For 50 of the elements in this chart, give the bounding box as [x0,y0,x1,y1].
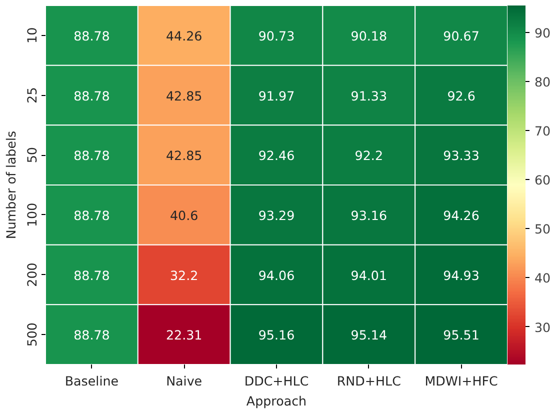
data-label: 95.51 [443,328,480,343]
data-label: 92.6 [447,88,476,104]
data-label: 94.93 [443,268,480,283]
y-tick-label: 50 [24,147,40,164]
color-bar-label: 80 [534,74,551,90]
data-label: 92.2 [354,148,383,164]
data-label: 91.97 [258,88,295,104]
data-label: 94.01 [350,268,388,283]
data-label: 95.16 [258,328,295,343]
data-label: 90.73 [258,28,295,44]
x-tick-label: DDC+HLC [244,374,309,388]
data-label: 88.78 [74,28,110,44]
data-label: 90.67 [443,28,480,44]
x-tick-label: RND+HLC [336,374,402,388]
data-label: 40.6 [170,208,198,223]
color-bar-label: 30 [534,320,551,335]
data-label: 93.33 [443,148,480,164]
data-label: 88.78 [74,268,110,283]
data-label: 90.18 [350,28,388,44]
color-bar-label: 50 [534,222,551,237]
y-tick-label: 500 [24,322,40,347]
data-label: 32.2 [170,268,198,283]
data-label: 93.16 [350,208,388,223]
y-tick-label: 10 [24,27,40,44]
y-tick-label: 100 [24,202,40,227]
y-tick-label: 200 [24,262,40,287]
data-label: 95.14 [350,328,388,343]
data-label: 94.26 [443,208,480,223]
x-tick-label: Baseline [64,374,119,388]
color-bar-label: 40 [534,270,551,286]
data-label: 88.78 [74,328,110,343]
x-axis-title: Approach [246,394,307,408]
color-bar-label: 60 [534,172,551,188]
x-tick-label: Naive [166,374,202,388]
data-label: 88.78 [74,148,110,164]
y-tick-label: 25 [24,87,40,104]
color-bar-label: 90 [534,26,551,41]
data-label: 94.06 [258,268,295,283]
color-bar-label: 70 [534,124,551,139]
data-label: 44.26 [166,28,202,44]
data-label: 93.29 [258,208,295,223]
data-label: 42.85 [166,88,202,104]
data-label: 88.78 [74,208,110,223]
data-label: 92.46 [258,148,295,164]
data-label: 91.33 [350,88,388,104]
y-axis-title: Number of labels [4,130,18,240]
data-label: 22.31 [166,328,202,343]
data-label: 88.78 [74,88,110,104]
data-label: 42.85 [166,148,202,164]
x-tick-label: MDWI+HFC [424,374,498,388]
